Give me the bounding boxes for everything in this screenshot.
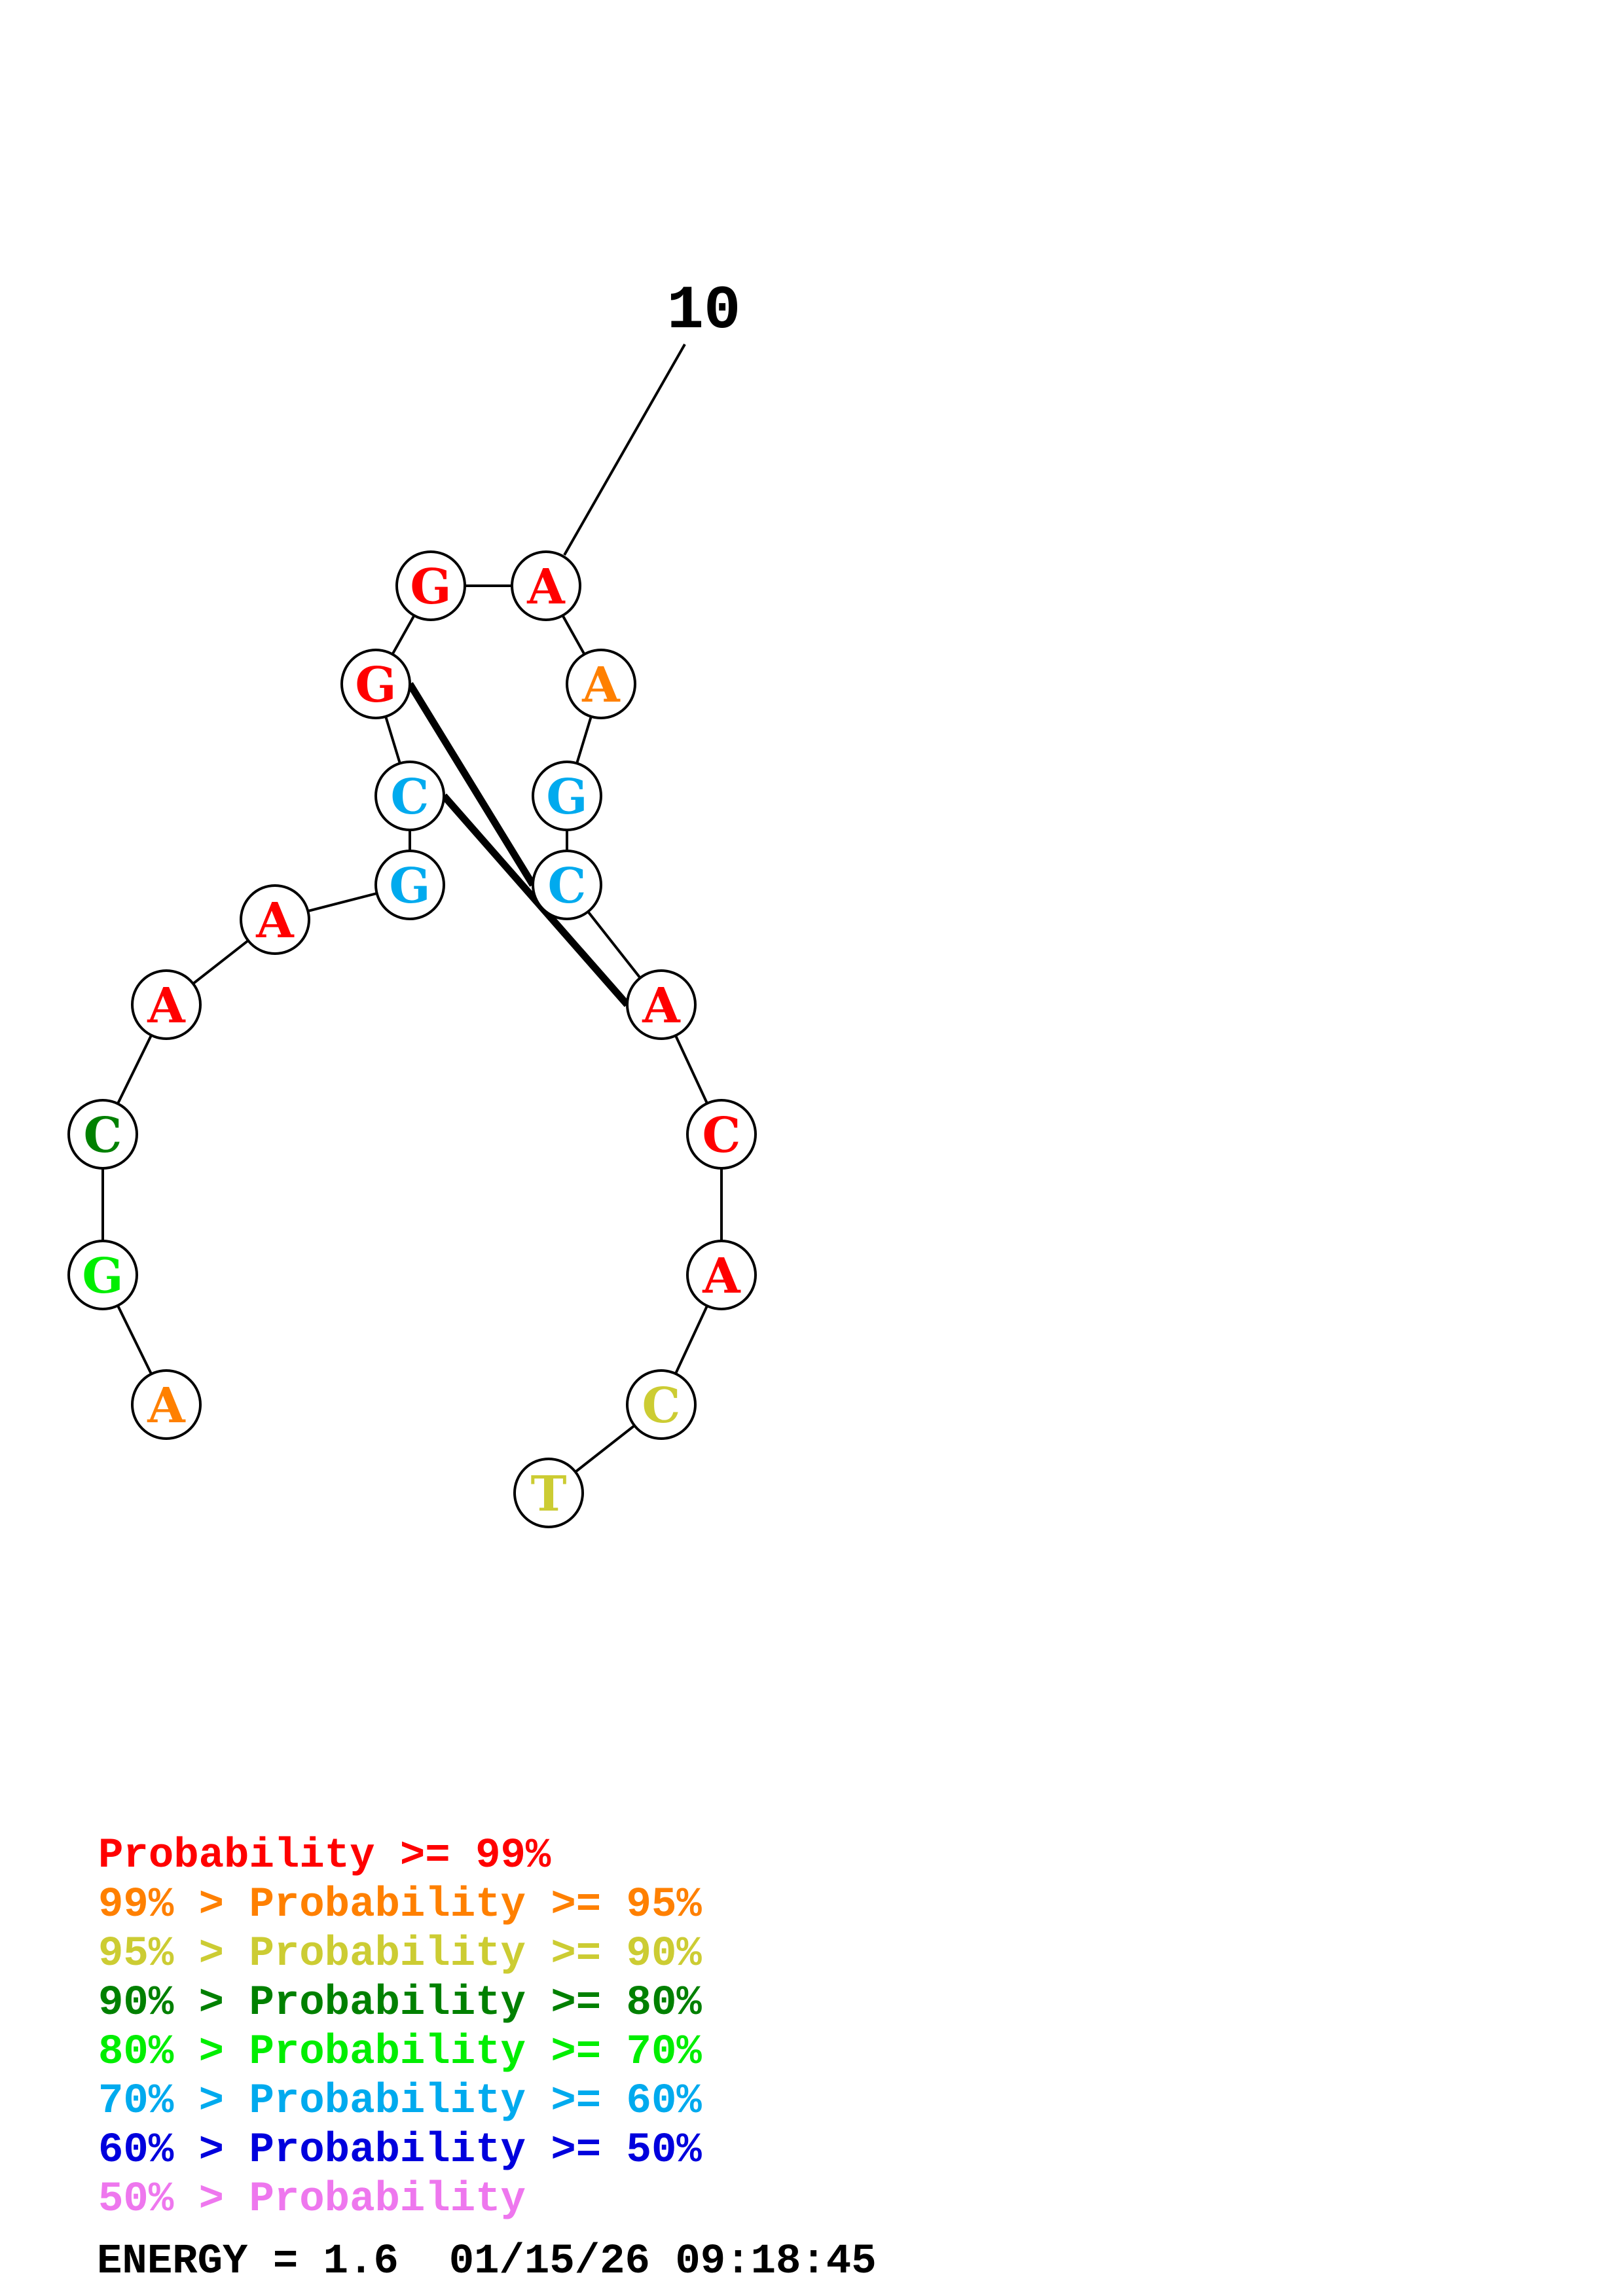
nucleotide-letter: A (526, 559, 566, 615)
nucleotide-circle (67, 1240, 138, 1310)
legend-entry: 60% > Probability >= 50% (98, 2127, 702, 2174)
nucleotide: A (131, 1369, 202, 1440)
nucleotide-letter: A (147, 978, 186, 1034)
nucleotide-letter: G (82, 1248, 123, 1304)
nucleotide: T (513, 1458, 584, 1528)
nucleotide-circle (131, 969, 202, 1040)
nucleotide-circle (626, 969, 697, 1040)
nucleotide: G (67, 1240, 138, 1310)
nucleotide-letter: C (642, 1378, 681, 1434)
nucleotide-circle (532, 850, 602, 920)
nucleotide-circle (374, 761, 445, 831)
position-10-tick (563, 344, 686, 556)
nucleotide-letter: A (702, 1248, 741, 1304)
nucleotide: C (374, 761, 445, 831)
nucleotide-circle (532, 761, 602, 831)
nucleotide: G (395, 550, 466, 621)
nucleotide-letter: G (546, 769, 587, 825)
nucleotide-letter: C (84, 1107, 122, 1164)
nucleotide-letter: G (355, 657, 396, 713)
base-pair-lines (407, 682, 630, 1007)
nucleotide-letter: A (642, 978, 681, 1034)
nucleotide-letter: C (391, 769, 429, 825)
nucleotide-circle (374, 850, 445, 920)
nucleotide: A (626, 969, 697, 1040)
nucleotide: G (340, 649, 411, 719)
legend-entry: 80% > Probability >= 70% (98, 2029, 702, 2076)
nucleotide: G (532, 761, 602, 831)
nucleotide: A (131, 969, 202, 1040)
nucleotide-circle (340, 649, 411, 719)
nucleotide-circle (395, 550, 466, 621)
nucleotide-circle (131, 1369, 202, 1440)
nucleotide-letter: T (530, 1466, 566, 1522)
nucleotide: A (240, 884, 310, 955)
legend-entry: 90% > Probability >= 80% (98, 1980, 702, 2027)
nucleotide: C (532, 850, 602, 920)
nucleotide-letter: G (389, 858, 430, 914)
legend-entry: Probability >= 99% (98, 1833, 551, 1880)
probability-legend: Probability >= 99%99% > Probability >= 9… (98, 1833, 702, 2223)
nucleotide-circle (240, 884, 310, 955)
nucleotide: A (686, 1240, 757, 1310)
nucleotide: C (626, 1369, 697, 1440)
legend-entry: 50% > Probability (98, 2176, 526, 2223)
nucleotide-letter: C (702, 1107, 741, 1164)
legend-entry: 95% > Probability >= 90% (98, 1931, 702, 1978)
nucleotide-letter: A (581, 657, 621, 713)
nucleotide: G (374, 850, 445, 920)
nucleotide-circle (566, 649, 636, 719)
nucleotide-letter: G (410, 559, 451, 615)
legend-entry: 99% > Probability >= 95% (98, 1882, 702, 1929)
legend-entry: 70% > Probability >= 60% (98, 2078, 702, 2125)
position-10-label: 10 (667, 277, 741, 346)
nucleotide-circle (686, 1240, 757, 1310)
energy-footer: ENERGY = 1.6 01/15/26 09:18:45 (97, 2238, 877, 2286)
nucleotide-circle (67, 1099, 138, 1170)
nucleotide-letter: C (548, 858, 587, 914)
nucleotide: A (511, 550, 581, 621)
nucleotide-circle (626, 1369, 697, 1440)
nucleotide: C (686, 1099, 757, 1170)
nucleotide: C (67, 1099, 138, 1170)
backbone-lines (101, 584, 723, 1494)
nucleotide-circle (513, 1458, 584, 1528)
base-pair-bond (407, 682, 536, 887)
nucleotide-letter: A (255, 893, 295, 949)
nucleotide-circle (511, 550, 581, 621)
nucleotide: A (566, 649, 636, 719)
nucleotide-letter: A (147, 1378, 186, 1434)
nucleotide-circle (686, 1099, 757, 1170)
